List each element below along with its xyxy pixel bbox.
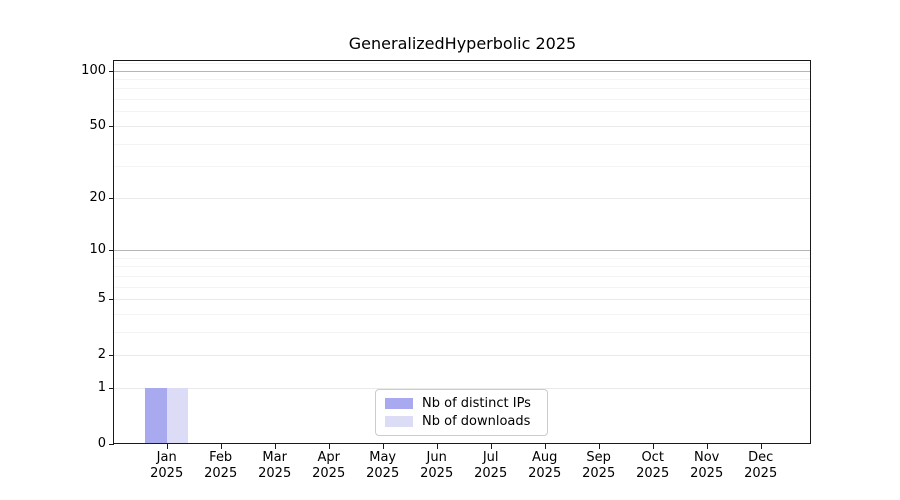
legend-row: Nb of distinct IPs xyxy=(385,395,547,411)
bar-nb-of-distinct-ips xyxy=(145,387,167,444)
legend-label: Nb of downloads xyxy=(422,413,531,429)
y-tick-label: 100 xyxy=(81,62,106,78)
y-tick xyxy=(109,197,114,199)
grid-line-strong xyxy=(114,70,810,72)
y-tick xyxy=(109,70,114,72)
grid-line-minor xyxy=(114,331,810,333)
x-tick-label: Apr 2025 xyxy=(312,450,346,481)
y-tick-label: 0 xyxy=(97,436,106,451)
legend-swatch xyxy=(385,398,413,409)
legend-row: Nb of downloads xyxy=(385,413,547,429)
y-tick-label: 20 xyxy=(89,189,106,205)
y-tick-label: 1 xyxy=(97,379,106,395)
y-tick xyxy=(109,444,114,445)
y-tick xyxy=(109,125,114,127)
grid-line-major xyxy=(114,197,810,199)
x-tick xyxy=(166,444,168,449)
x-tick-label: Feb 2025 xyxy=(204,450,238,481)
x-tick-label: Dec 2025 xyxy=(744,450,778,481)
x-tick xyxy=(274,444,276,449)
x-tick xyxy=(490,444,492,449)
grid-line-minor xyxy=(114,111,810,113)
x-tick xyxy=(652,444,654,449)
x-tick xyxy=(544,444,546,449)
x-tick-label: Sep 2025 xyxy=(582,450,616,481)
x-tick-label: Jun 2025 xyxy=(420,450,454,481)
grid-line-minor xyxy=(114,166,810,168)
x-tick xyxy=(382,444,384,449)
plot-area xyxy=(113,60,811,444)
y-tick xyxy=(109,387,114,389)
x-tick-label: Jul 2025 xyxy=(474,450,508,481)
y-tick-label: 50 xyxy=(89,117,106,133)
y-tick-label: 5 xyxy=(97,291,106,306)
y-tick-label: 10 xyxy=(89,242,106,257)
grid-line-major xyxy=(114,125,810,127)
grid-line-minor xyxy=(114,275,810,277)
x-tick xyxy=(436,444,438,449)
legend-swatch xyxy=(385,416,413,427)
x-tick xyxy=(760,444,762,449)
x-tick xyxy=(706,444,708,449)
x-tick-label: May 2025 xyxy=(366,450,400,481)
x-tick-label: Nov 2025 xyxy=(690,450,724,481)
chart-title: GeneralizedHyperbolic 2025 xyxy=(348,34,577,53)
grid-line-major xyxy=(114,299,810,300)
grid-line-strong xyxy=(114,250,810,251)
grid-line-minor xyxy=(114,88,810,90)
grid-line-minor xyxy=(114,62,810,64)
grid-line-minor xyxy=(114,313,810,315)
legend: Nb of distinct IPs Nb of downloads xyxy=(375,389,548,436)
grid-line-major xyxy=(114,387,810,389)
grid-line-minor xyxy=(114,266,810,268)
y-tick-label: 2 xyxy=(97,347,106,363)
grid-line-minor xyxy=(114,79,810,80)
x-tick-label: Mar 2025 xyxy=(258,450,292,481)
y-tick xyxy=(109,250,114,251)
x-tick xyxy=(220,444,222,449)
legend-label: Nb of distinct IPs xyxy=(422,395,531,411)
grid-line-minor xyxy=(114,286,810,288)
y-tick xyxy=(109,355,114,357)
x-tick-label: Oct 2025 xyxy=(636,450,670,481)
x-tick xyxy=(598,444,600,449)
grid-line-minor xyxy=(114,99,810,101)
grid-line-minor xyxy=(114,143,810,145)
grid-line-minor xyxy=(114,257,810,259)
bar-nb-of-downloads xyxy=(166,387,189,444)
grid-line-major xyxy=(114,355,810,357)
x-tick-label: Aug 2025 xyxy=(528,450,562,481)
x-tick-label: Jan 2025 xyxy=(150,450,184,481)
y-tick xyxy=(109,299,114,300)
x-tick xyxy=(328,444,330,449)
